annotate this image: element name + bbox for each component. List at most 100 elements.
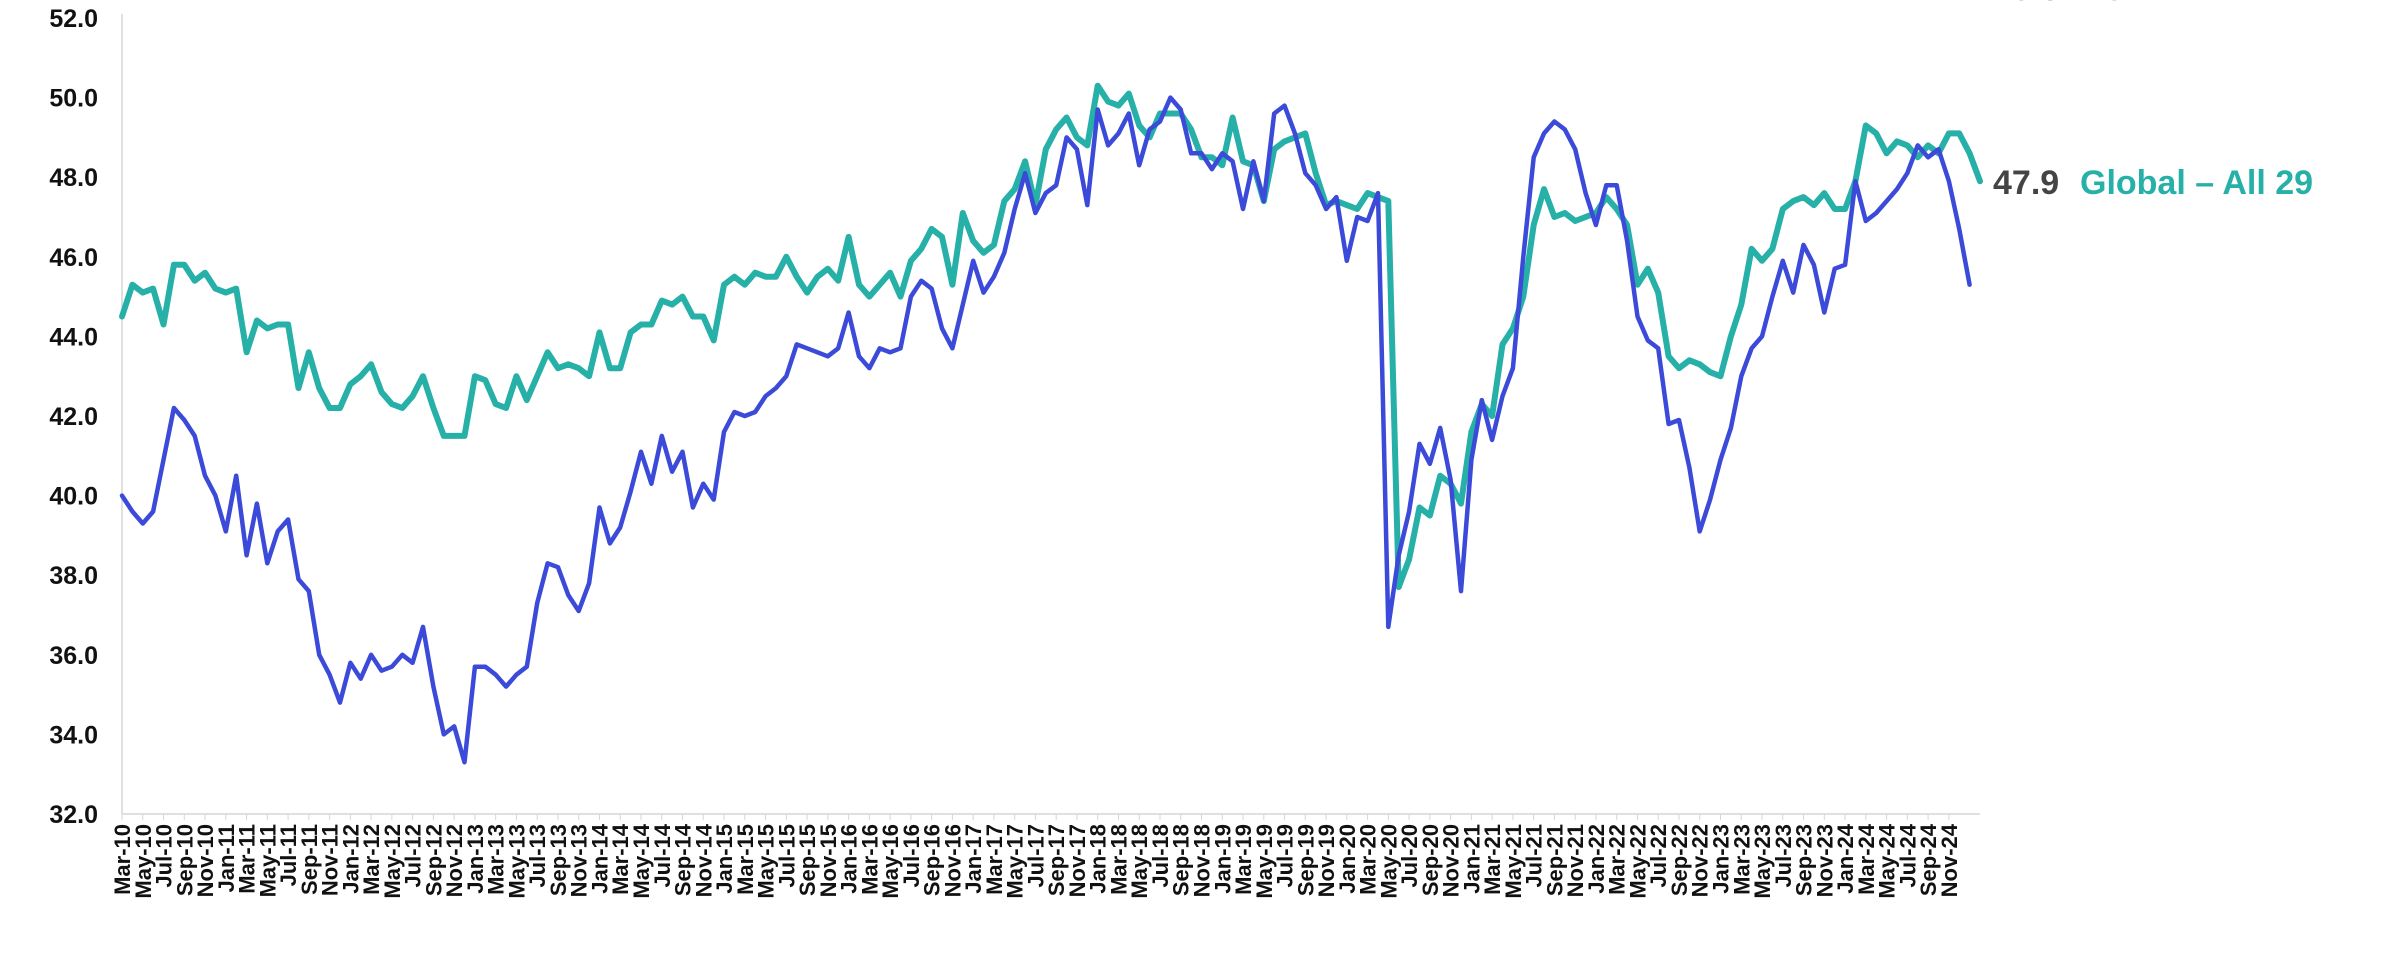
x-tick-label: May-10 bbox=[131, 824, 156, 899]
x-tick-label: May-13 bbox=[504, 824, 529, 899]
x-tick-label: Jan-21 bbox=[1459, 824, 1484, 894]
x-tick-label: Nov-19 bbox=[1314, 824, 1339, 897]
y-tick-label: 40.0 bbox=[49, 483, 98, 511]
x-tick-label: Mar-17 bbox=[982, 824, 1007, 895]
x-tick-label: Sep-21 bbox=[1542, 824, 1567, 896]
x-tick-label: May-17 bbox=[1003, 824, 1028, 899]
x-tick-label: May-11 bbox=[255, 824, 280, 897]
end-value-label: 45.3 bbox=[1993, 0, 2059, 8]
x-tick-label: Mar-10 bbox=[110, 824, 135, 895]
y-axis-ticks: 32.0 34.0 36.0 38.0 40.0 42.0 44.0 46.0 48.0 50.0… bbox=[49, 5, 98, 829]
x-tick-label: Jan-14 bbox=[587, 823, 612, 893]
x-tick-label: May-12 bbox=[380, 824, 405, 899]
x-tick-label: May-19 bbox=[1252, 824, 1277, 899]
x-tick-label: Nov-10 bbox=[193, 824, 218, 897]
x-tick-label: Jul-24 bbox=[1895, 823, 1920, 887]
x-tick-label: Sep-18 bbox=[1169, 824, 1194, 896]
x-tick-label: Jul-10 bbox=[152, 824, 177, 888]
x-tick-label: Sep-19 bbox=[1293, 824, 1318, 896]
y-tick-label: 34.0 bbox=[49, 721, 98, 749]
x-tick-label: Jan-22 bbox=[1584, 824, 1609, 894]
x-tick-label: Jul-17 bbox=[1023, 824, 1048, 888]
x-tick-label: Jul-19 bbox=[1273, 824, 1298, 888]
x-tick-label: Mar-18 bbox=[1106, 824, 1131, 895]
x-tick-label: May-21 bbox=[1501, 824, 1526, 899]
x-tick-label: Mar-20 bbox=[1356, 824, 1381, 895]
y-tick-label: 36.0 bbox=[49, 642, 98, 670]
x-tick-label: Mar-11 bbox=[235, 824, 260, 894]
x-tick-label: Jul-13 bbox=[525, 824, 550, 888]
x-tick-label: Jul-23 bbox=[1771, 824, 1796, 888]
x-tick-label: Sep-22 bbox=[1667, 824, 1692, 896]
x-tick-label: Sep-10 bbox=[172, 824, 197, 896]
x-tick-label: Sep-11 bbox=[297, 824, 322, 895]
x-tick-label: Nov-24 bbox=[1937, 823, 1962, 897]
x-tick-label: May-14 bbox=[629, 823, 654, 898]
x-tick-label: Jul-15 bbox=[774, 824, 799, 888]
x-tick-label: Sep-17 bbox=[1044, 824, 1069, 896]
x-tick-label: Mar-19 bbox=[1231, 824, 1256, 895]
x-tick-label: Sep-24 bbox=[1916, 823, 1941, 896]
x-tick-label: May-22 bbox=[1625, 824, 1650, 899]
x-tick-label: Nov-13 bbox=[567, 824, 592, 897]
y-tick-label: 38.0 bbox=[49, 562, 98, 590]
x-tick-label: Sep-20 bbox=[1418, 824, 1443, 896]
y-tick-label: 50.0 bbox=[49, 85, 98, 113]
x-tick-label: Jan-16 bbox=[837, 824, 862, 894]
x-tick-label: Nov-15 bbox=[816, 824, 841, 897]
x-tick-label: Jan-24 bbox=[1833, 823, 1858, 893]
x-tick-label: Sep-23 bbox=[1792, 824, 1817, 896]
x-tick-label: Nov-16 bbox=[940, 824, 965, 897]
x-tick-label: Jan-20 bbox=[1335, 824, 1360, 894]
x-tick-label: Sep-13 bbox=[546, 824, 571, 896]
x-tick-label: May-24 bbox=[1875, 823, 1900, 898]
series-line-eu27 bbox=[119, 95, 1972, 765]
x-tick-label: Mar-21 bbox=[1480, 824, 1505, 895]
x-tick-label: Nov-20 bbox=[1439, 824, 1464, 897]
end-labels: 47.9 Global – All 29 45.3 EU27* bbox=[1993, 0, 2313, 202]
y-tick-label: 32.0 bbox=[49, 801, 98, 829]
x-tick-label: Jul-20 bbox=[1397, 824, 1422, 888]
x-tick-label: Jan-23 bbox=[1709, 824, 1734, 894]
end-value-label: 47.9 bbox=[1993, 164, 2059, 202]
x-tick-label: Nov-17 bbox=[1065, 824, 1090, 897]
x-tick-label: Nov-18 bbox=[1190, 824, 1215, 897]
y-tick-label: 44.0 bbox=[49, 323, 98, 351]
x-tick-label: Mar-22 bbox=[1605, 824, 1630, 895]
y-tick-label: 46.0 bbox=[49, 244, 98, 272]
x-tick-label: Jan-12 bbox=[338, 824, 363, 894]
x-tick-label: Mar-14 bbox=[608, 823, 633, 895]
x-axis-ticks: Mar-10May-10Jul-10Sep-10Nov-10Jan-11Mar-… bbox=[110, 814, 1962, 899]
x-tick-label: Nov-14 bbox=[691, 823, 716, 897]
x-tick-label: Jul-18 bbox=[1148, 824, 1173, 888]
x-tick-label: Mar-12 bbox=[359, 824, 384, 895]
x-tick-label: Sep-15 bbox=[795, 824, 820, 896]
x-tick-label: Sep-12 bbox=[421, 824, 446, 896]
x-tick-label: Mar-24 bbox=[1854, 823, 1879, 895]
x-tick-label: Mar-23 bbox=[1729, 824, 1754, 895]
x-tick-label: Jan-19 bbox=[1210, 824, 1235, 894]
x-tick-label: Mar-15 bbox=[733, 824, 758, 895]
x-tick-label: May-18 bbox=[1127, 824, 1152, 899]
x-tick-label: May-23 bbox=[1750, 824, 1775, 899]
x-tick-label: Jan-11 bbox=[214, 824, 239, 893]
plot-frame bbox=[121, 14, 1980, 815]
x-tick-label: Sep-14 bbox=[671, 823, 696, 896]
x-tick-label: May-16 bbox=[878, 824, 903, 899]
y-tick-label: 48.0 bbox=[49, 164, 98, 192]
x-tick-label: Nov-21 bbox=[1563, 824, 1588, 897]
x-tick-label: Nov-22 bbox=[1688, 824, 1713, 897]
x-tick-label: May-15 bbox=[754, 824, 779, 899]
x-tick-label: Jul-11 bbox=[276, 824, 301, 886]
x-tick-label: Jan-13 bbox=[463, 824, 488, 894]
x-tick-label: Jul-12 bbox=[401, 824, 426, 888]
x-tick-label: Jul-14 bbox=[650, 823, 675, 887]
x-tick-label: Jan-18 bbox=[1086, 824, 1111, 894]
x-tick-label: Nov-11 bbox=[318, 824, 343, 896]
x-tick-label: Jan-15 bbox=[712, 824, 737, 894]
x-tick-label: Jul-22 bbox=[1646, 824, 1671, 888]
x-tick-label: Jan-17 bbox=[961, 824, 986, 894]
x-tick-label: May-20 bbox=[1376, 824, 1401, 899]
x-tick-label: Mar-16 bbox=[857, 824, 882, 895]
